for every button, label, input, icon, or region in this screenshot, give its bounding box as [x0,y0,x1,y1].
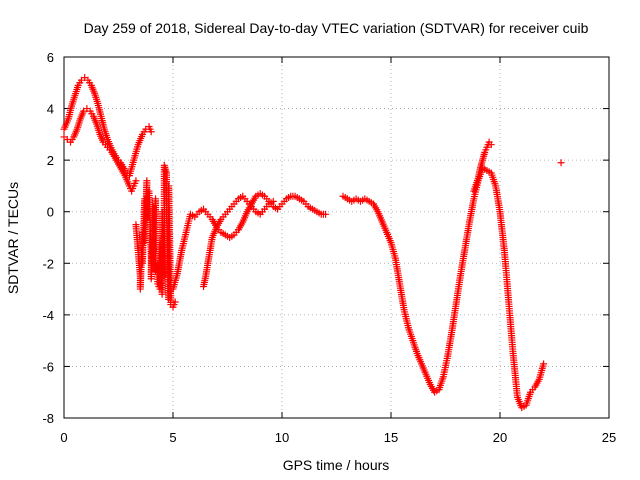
axis-ticks: 0 5 10 15 20 25 -8 -6 -4 -2 0 2 4 6 [42,50,616,445]
data-point [132,177,140,185]
data-points [60,74,565,412]
grid [64,57,609,418]
data-point [269,197,277,205]
data-point [147,128,155,136]
data-point [557,159,565,167]
data-point [171,298,179,306]
chart-title: Day 259 of 2018, Sidereal Day-to-day VTE… [84,20,589,36]
x-tick-label: 25 [602,430,616,445]
x-tick-label: 0 [60,430,67,445]
plot-frame [63,56,610,419]
y-tick-label: -6 [42,359,54,374]
y-tick-label: 6 [47,50,54,65]
data-point [322,210,330,218]
x-axis-label: GPS time / hours [283,457,390,473]
y-tick-label: 0 [47,205,54,220]
y-tick-label: 4 [47,102,54,117]
y-tick-label: -2 [42,256,54,271]
y-tick-label: -8 [42,411,54,426]
data-point [487,141,495,149]
y-axis-label: SDTVAR / TECUs [5,182,21,294]
y-tick-label: -4 [42,308,54,323]
x-tick-label: 5 [169,430,176,445]
x-tick-label: 15 [384,430,398,445]
x-tick-label: 20 [493,430,507,445]
x-tick-label: 10 [275,430,289,445]
data-point [540,360,548,368]
y-tick-label: 2 [47,153,54,168]
